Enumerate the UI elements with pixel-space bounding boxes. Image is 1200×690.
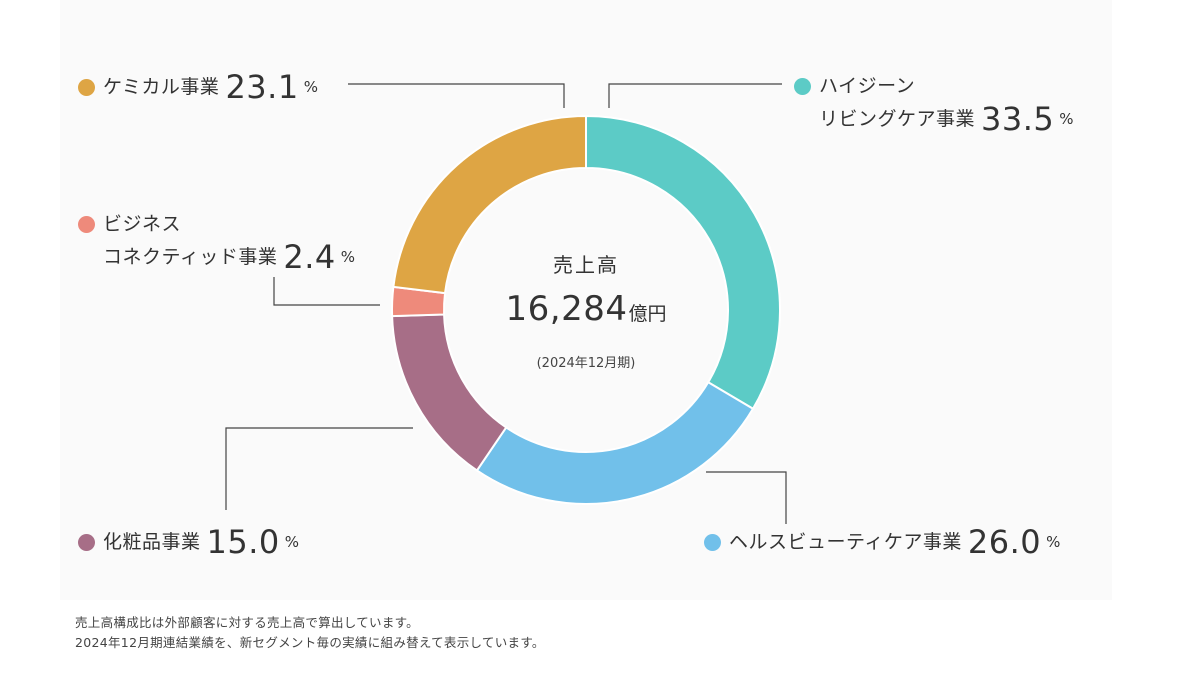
- percent-unit: %: [284, 532, 300, 551]
- legend-dot-health-beauty: [704, 533, 721, 551]
- donut-slice-chemical: [392, 114, 587, 295]
- donut-slice-health-beauty: [475, 380, 755, 505]
- percent-unit: %: [340, 247, 356, 266]
- center-value: 16,284億円: [486, 289, 686, 329]
- data-label-business-connected: 2.4: [283, 238, 336, 276]
- legend-business-connected: ビジネス コネクティッド事業 2.4 %: [78, 215, 355, 273]
- footnote-2: 2024年12月期連結業績を、新セグメント毎の実績に組み替えて表示しています。: [75, 635, 545, 650]
- leader-line-cosmetics: [225, 427, 413, 510]
- legend-label-hygiene-line1: ハイジーン: [819, 75, 916, 97]
- leader-line-chemical: [348, 83, 565, 108]
- leader-line-hygiene: [608, 83, 782, 108]
- legend-label-health-beauty: ヘルスビューティケア事業: [729, 530, 962, 553]
- legend-label-business-connected-line1: ビジネス: [103, 213, 182, 235]
- data-label-cosmetics: 15.0: [206, 523, 280, 561]
- legend-dot-cosmetics: [78, 533, 95, 551]
- footnote-1: 売上高構成比は外部顧客に対する売上高で算出しています。: [75, 615, 419, 630]
- center-period: (2024年12月期): [536, 356, 636, 371]
- legend-label-chemical: ケミカル事業: [103, 75, 220, 98]
- leader-line-health-beauty: [706, 471, 787, 524]
- donut-slice-hygiene: [585, 114, 781, 411]
- data-label-hygiene: 33.5: [981, 100, 1055, 138]
- legend-label-cosmetics: 化粧品事業: [103, 530, 201, 553]
- legend-dot-business-connected: [78, 216, 95, 233]
- center-title: 売上高: [553, 253, 619, 277]
- percent-unit: %: [1059, 109, 1074, 128]
- leader-line-business-connected: [273, 277, 380, 306]
- legend-label-business-connected-line2: コネクティッド事業: [103, 245, 278, 268]
- donut-slice-cosmetics: [391, 313, 508, 472]
- legend-dot-hygiene: [794, 78, 811, 95]
- legend-hygiene: ハイジーン リビングケア事業 33.5 %: [794, 77, 1074, 135]
- legend-cosmetics: 化粧品事業 15.0 %: [78, 526, 299, 558]
- legend-label-hygiene-line2: リビングケア事業: [819, 107, 976, 130]
- percent-unit: %: [303, 77, 318, 96]
- center-value-unit: 億円: [628, 303, 667, 325]
- center-value-number: 16,284: [505, 289, 628, 329]
- legend-health-beauty: ヘルスビューティケア事業 26.0 %: [704, 526, 1060, 558]
- legend-chemical: ケミカル事業 23.1 %: [78, 71, 318, 103]
- data-label-health-beauty: 26.0: [967, 523, 1042, 561]
- legend-dot-chemical: [78, 78, 95, 96]
- percent-unit: %: [1046, 532, 1061, 551]
- data-label-chemical: 23.1: [225, 68, 299, 106]
